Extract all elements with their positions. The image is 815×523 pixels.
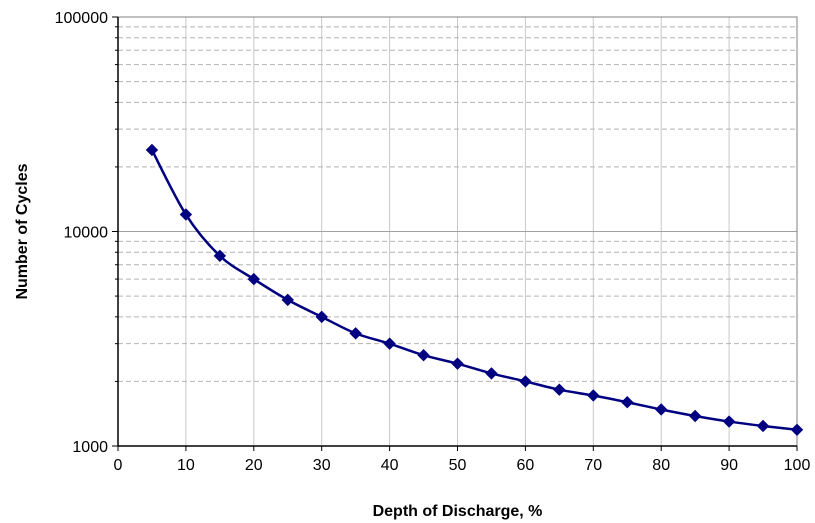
data-point-marker: [315, 310, 328, 324]
data-point-marker: [281, 293, 294, 307]
data-point-marker: [688, 409, 702, 423]
data-point-marker: [247, 272, 261, 286]
data-point-marker: [621, 396, 634, 409]
x-tick-label: 30: [313, 457, 331, 474]
data-point-marker: [722, 415, 736, 428]
data-point-marker: [654, 403, 668, 416]
y-tick-label: 100000: [55, 10, 108, 27]
x-tick-label: 60: [517, 457, 535, 474]
x-tick-label: 40: [381, 457, 399, 474]
data-point-marker: [553, 383, 566, 396]
data-point-marker: [519, 375, 532, 388]
x-tick-label: 90: [720, 457, 738, 474]
data-point-marker: [451, 357, 464, 370]
x-tick-label: 70: [584, 457, 602, 474]
x-tick-label: 10: [177, 457, 195, 474]
x-tick-label: 80: [652, 457, 670, 474]
x-tick-label: 0: [114, 457, 123, 474]
x-axis-title: Depth of Discharge, %: [373, 503, 543, 520]
y-tick-label: 1000: [72, 439, 108, 456]
x-tick-label: 100: [784, 457, 811, 474]
data-point-marker: [756, 419, 770, 433]
data-point-marker: [485, 367, 498, 380]
y-axis-title: Number of Cycles: [14, 163, 31, 299]
data-point-marker: [145, 143, 159, 157]
x-tick-label: 50: [449, 457, 467, 474]
series-line: [150, 149, 798, 432]
data-point-marker: [213, 249, 227, 263]
data-point-marker: [587, 389, 600, 402]
y-tick-label: 10000: [64, 225, 109, 242]
data-point-marker: [383, 337, 396, 350]
data-point-marker: [349, 327, 362, 340]
x-tick-label: 20: [245, 457, 263, 474]
data-point-marker: [417, 349, 430, 362]
data-point-marker: [790, 423, 804, 437]
series-layer: [145, 143, 804, 437]
axes: [112, 16, 798, 451]
tick-labels: 0 10 20 30 40 50 60 70 80 90 100 1000 10000 100000: [55, 10, 811, 474]
grid-lines: [118, 16, 797, 447]
data-point-marker: [179, 208, 193, 221]
